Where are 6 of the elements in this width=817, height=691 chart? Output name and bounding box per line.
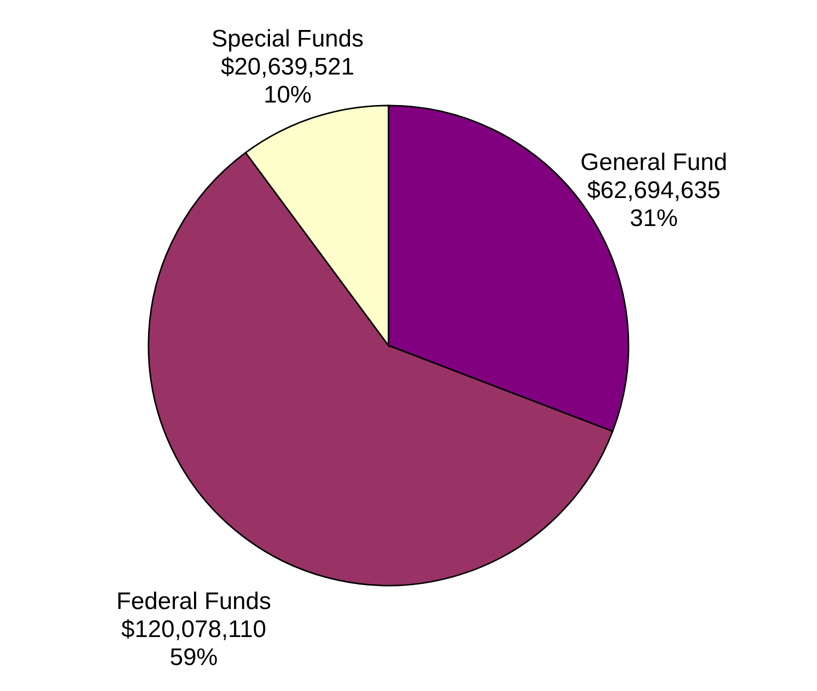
data-label: $20,639,521 10% [220, 54, 354, 109]
slice-label: General Fund [580, 149, 728, 176]
data-label: $62,694,635 31% [587, 177, 721, 232]
slice-label: Federal Funds [116, 588, 272, 615]
slice-label: Special Funds [212, 26, 364, 53]
data-label: $120,078,110 59% [121, 616, 266, 671]
